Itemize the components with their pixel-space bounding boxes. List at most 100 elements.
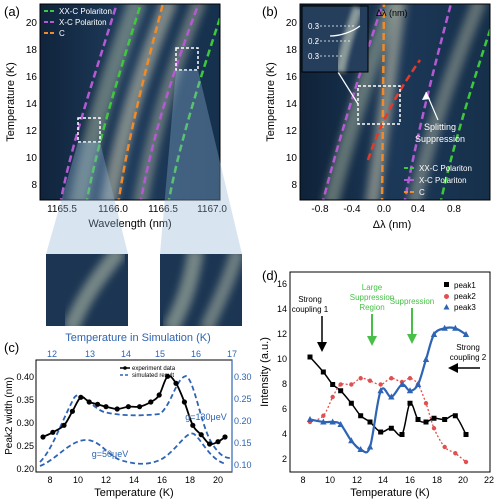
panel-d-xtick: 16 — [405, 475, 415, 485]
panel-d-xtick: 10 — [325, 475, 335, 485]
panel-b-red-dashed-line — [366, 59, 422, 161]
panel-d-annot-strong1-line2: coupling 1 — [292, 305, 329, 314]
panel-c-experiment-point — [95, 401, 101, 407]
panel-d-annotation-strong1: Strong coupling 1 — [292, 295, 329, 352]
panel-c-ytick-left: 0.35 — [16, 395, 34, 405]
panel-c-experiment-point — [173, 380, 179, 386]
panel-a-zoom-inset-1 — [46, 254, 128, 326]
panel-b-legend-xxc: XX-C Polariton — [419, 164, 472, 173]
panel-a-ytick: 20 — [26, 18, 38, 29]
panel-d-ytick: 2 — [282, 454, 287, 464]
panel-b-c-line — [380, 4, 386, 200]
panel-b-xtick: 0.4 — [411, 204, 425, 215]
panel-a-xtick: 1166.0 — [98, 204, 128, 215]
panel-c-experiment-point — [156, 392, 162, 398]
panel-c-ytick-right: 0.10 — [234, 460, 252, 470]
panel-d-peak2-point — [330, 394, 335, 400]
panel-d-peak3-point — [357, 446, 364, 452]
panel-a-ylabel: Temperature (K) — [5, 62, 17, 141]
panel-d-peak2-point — [453, 451, 458, 456]
panel-d-peak1-point — [367, 419, 373, 425]
panel-b-ylabel: Temperature (K) — [265, 62, 277, 141]
panel-d-points — [306, 324, 470, 465]
panel-d-annot-strong1-line1: Strong — [298, 295, 322, 304]
panel-a-frame — [39, 3, 221, 201]
panel-d: (d) Strong coupling 1 Large Suppression … — [259, 268, 494, 499]
panel-c-experiment-point — [40, 434, 46, 440]
panel-c-xtick: 20 — [213, 475, 223, 485]
panel-b-ytick: 14 — [286, 99, 298, 110]
panel-c-xtick: 16 — [157, 475, 167, 485]
panel-b-xtick: 0.0 — [377, 204, 391, 215]
panel-d-peak3-point — [306, 416, 314, 422]
panel-d-ylabel: Intensity (a.u.) — [259, 337, 271, 407]
panel-b-legend-c: C — [419, 188, 425, 197]
panel-d-peak3-point — [414, 381, 422, 387]
panel-b-inset-title: Δλ (nm) — [376, 8, 408, 18]
panel-c-xtick: 8 — [47, 475, 52, 485]
panel-d-ytick: 6 — [282, 404, 287, 414]
panel-d-peak1-point — [452, 413, 458, 419]
panel-d-peak3-point — [337, 421, 344, 427]
panel-d-xtick: 18 — [432, 475, 442, 485]
panel-d-ytick: 14 — [277, 304, 287, 314]
panel-d-peak2-point — [431, 426, 437, 431]
panel-c-experiment-point — [207, 441, 213, 447]
panel-c-experiment-point — [69, 408, 75, 414]
panel-d-peak3-point — [348, 437, 355, 444]
panel-b-xtick: 0.8 — [447, 204, 461, 215]
panel-c-ytick-left: 0.25 — [16, 441, 34, 451]
panel-d-peak2-point — [349, 382, 354, 387]
panel-b-inset-tick: 0.3 — [308, 22, 320, 31]
panel-d-annotation-strong2: Strong coupling 2 — [448, 343, 487, 373]
panel-b: Splitting Suppression 0.3 0.2 0.3 Δλ (nm… — [262, 3, 491, 231]
panel-d-peak3-point — [329, 418, 336, 425]
panel-c-experiment-point — [125, 404, 131, 410]
panel-d-annot-suppression: Suppression — [390, 297, 434, 306]
panel-c-top-tick: 12 — [47, 349, 57, 359]
panel-c-xlabel: Temperature (K) — [94, 487, 173, 499]
panel-d-peak1-point — [442, 417, 448, 422]
panel-a-legend-xc: X-C Polariton — [59, 18, 107, 27]
panel-a-xtick: 1166.5 — [148, 204, 178, 215]
panel-c: (c) Temperature in Simulation (K) 12 13 … — [4, 332, 252, 499]
panel-b-zoom-box — [357, 85, 401, 125]
panel-d-peak3-point — [441, 324, 448, 331]
panel-c-annotation-g50: g=50μeV — [92, 449, 128, 459]
panel-d-xtick: 22 — [484, 475, 494, 485]
panel-b-inset-tick: 0.2 — [308, 37, 320, 46]
panel-d-ytick: 12 — [277, 329, 287, 339]
panel-d-peak3-point — [462, 331, 470, 337]
panel-b-frame — [299, 3, 491, 201]
panel-a-ytick: 10 — [26, 153, 38, 164]
panel-c-experiment-point — [114, 406, 120, 412]
panel-c-ytick-right: 0.25 — [234, 394, 252, 404]
panel-b-intensity-bands — [323, 4, 486, 200]
panel-d-label: (d) — [262, 268, 278, 283]
panel-d-legend-peak2: peak2 — [454, 292, 476, 301]
panel-d-xtick: 14 — [378, 475, 388, 485]
panel-c-ytick-left: 0.20 — [16, 464, 34, 474]
panel-b-ytick: 10 — [286, 153, 298, 164]
panel-c-experiment-point — [50, 429, 56, 435]
panel-d-peak1-point — [348, 400, 354, 406]
panel-c-top-tick: 14 — [121, 349, 131, 359]
panel-c-ytick-right: 0.15 — [234, 438, 252, 448]
panel-d-annotation-large-suppression: Large Suppression Region — [350, 283, 394, 346]
panel-d-peak3-point — [430, 331, 438, 337]
panel-b-annotation-arrowhead — [422, 92, 430, 100]
panel-a-xc-polariton-line — [59, 4, 119, 200]
panel-d-ytick: 16 — [277, 279, 287, 289]
panel-d-peak3-point — [388, 393, 395, 400]
panel-a-c-line — [117, 4, 165, 200]
panel-c-ytick-left: 0.40 — [16, 372, 34, 382]
panel-d-peak2-point — [389, 376, 394, 381]
panel-d-peak1-point — [378, 429, 384, 435]
panel-a-ytick: 8 — [31, 180, 37, 191]
panel-d-peak3-point — [366, 443, 374, 450]
panel-a-ytick: 18 — [26, 45, 38, 56]
panel-a-legend-xxc: XX-C Polariton — [59, 7, 112, 16]
panel-d-peak1-point — [307, 354, 313, 360]
panel-d-peak2-point — [423, 401, 429, 406]
